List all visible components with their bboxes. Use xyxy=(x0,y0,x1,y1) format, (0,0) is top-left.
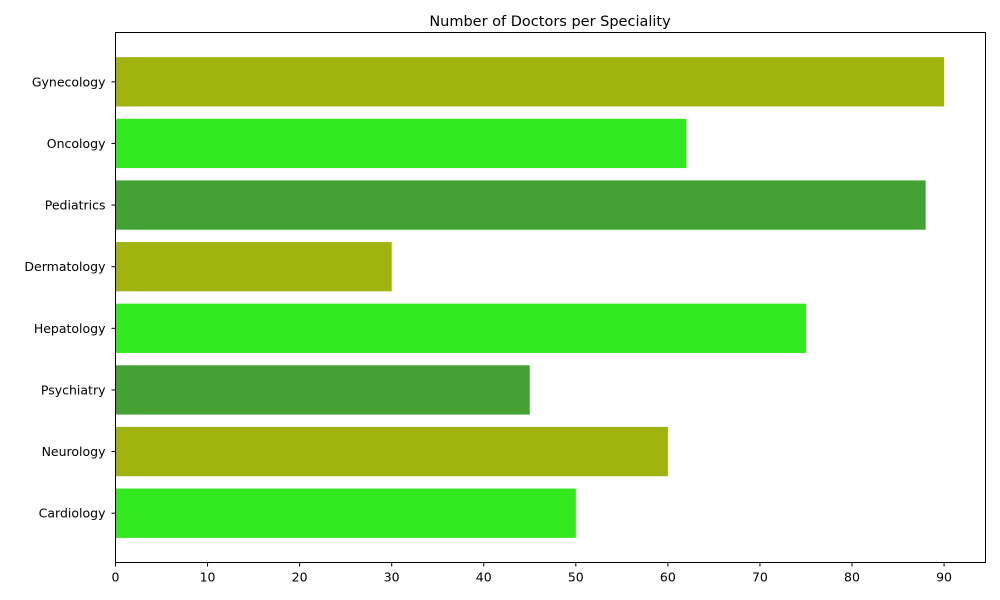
x-axis-ticks: 0 10 20 30 40 50 60 70 80 90 xyxy=(112,562,952,585)
y-tick-label: Gynecology xyxy=(32,74,106,89)
bars-group xyxy=(115,57,945,538)
bar-pediatrics xyxy=(115,180,926,230)
y-axis-ticks: Cardiology Neurology Psychiatry Hepatology D… xyxy=(24,74,116,521)
bar-neurology xyxy=(115,426,668,477)
x-tick-label: 50 xyxy=(568,570,584,585)
y-tick-label: Cardiology xyxy=(39,506,106,521)
x-tick-label: 30 xyxy=(384,570,400,585)
x-tick-label: 0 xyxy=(112,570,120,585)
x-tick-label: 80 xyxy=(844,570,860,585)
bar-oncology xyxy=(115,118,687,169)
y-tick-label: Psychiatry xyxy=(41,382,106,397)
x-tick-label: 20 xyxy=(292,570,308,585)
y-tick-label: Oncology xyxy=(47,136,106,151)
plot-frame xyxy=(115,32,986,563)
y-tick-label: Neurology xyxy=(42,444,107,459)
y-tick-label: Pediatrics xyxy=(45,198,106,213)
x-tick-label: 90 xyxy=(936,570,952,585)
x-tick-label: 40 xyxy=(476,570,492,585)
y-tick-label: Hepatology xyxy=(34,321,106,336)
bar-cardiology xyxy=(115,488,576,538)
x-tick-label: 10 xyxy=(200,570,216,585)
chart-title: Number of Doctors per Speciality xyxy=(429,14,671,30)
y-tick-label: Dermatology xyxy=(24,259,106,274)
bar-gynecology xyxy=(115,57,945,107)
bar-psychiatry xyxy=(115,365,530,415)
bar-dermatology xyxy=(115,242,392,292)
x-tick-label: 60 xyxy=(660,570,676,585)
bar-hepatology xyxy=(115,303,806,353)
x-tick-label: 70 xyxy=(752,570,768,585)
